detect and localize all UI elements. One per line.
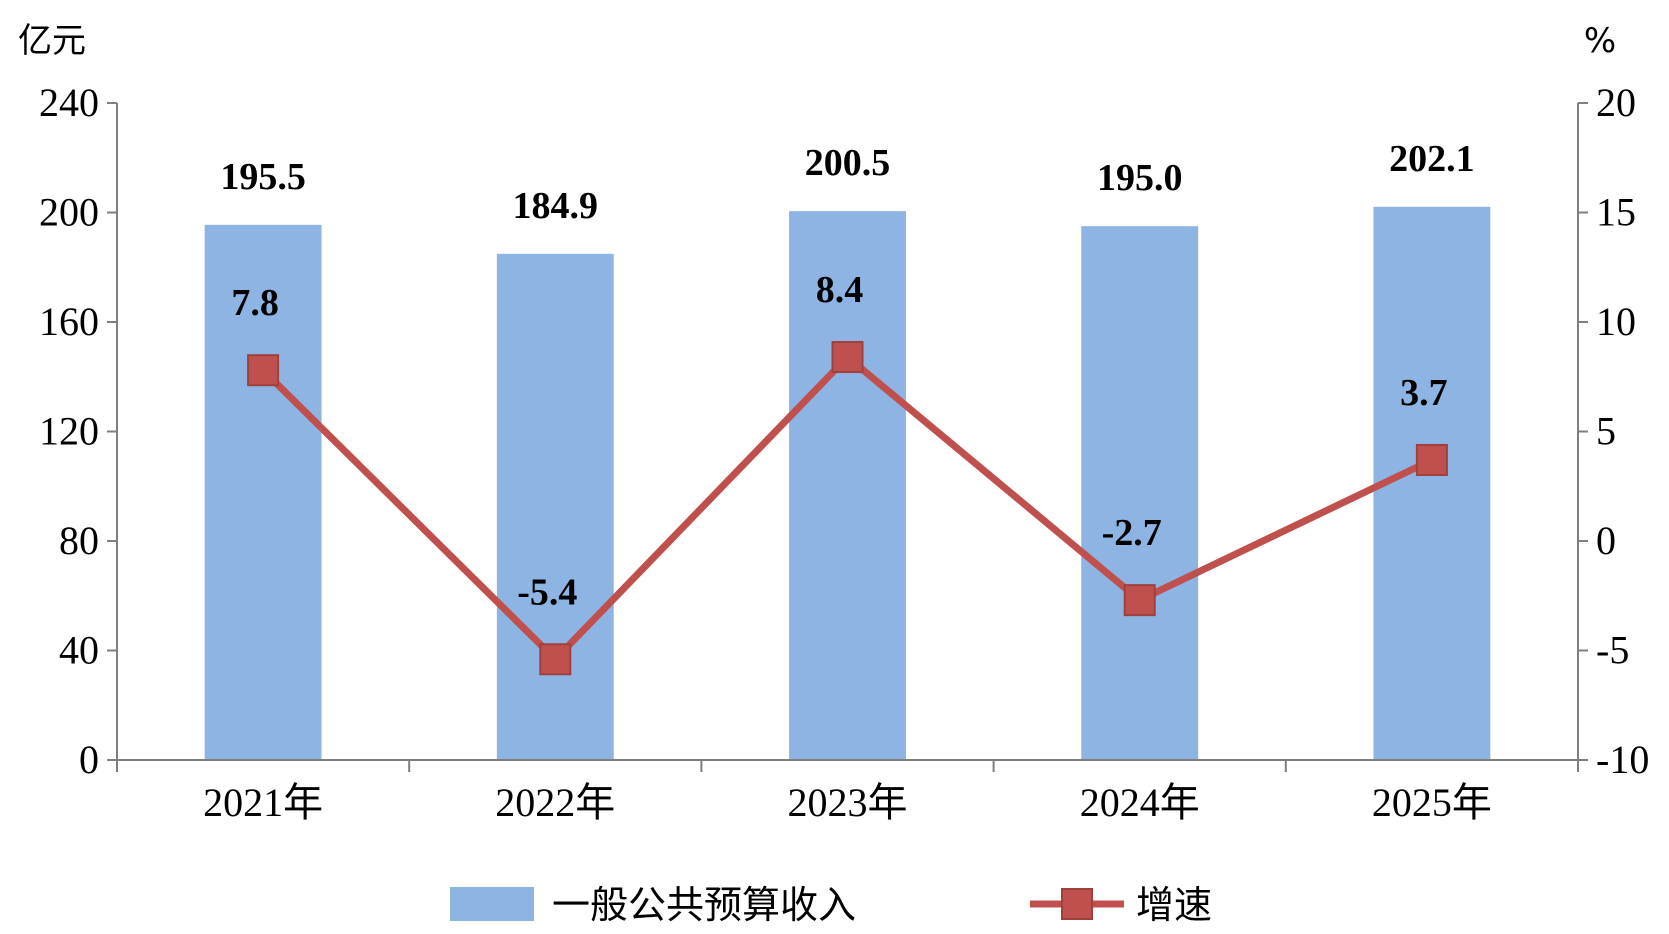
bar-value-label: 200.5: [805, 142, 891, 184]
legend-line-label: 增速: [1136, 883, 1212, 927]
growth-value-label: 3.7: [1400, 372, 1448, 414]
right-tick-label: 20: [1596, 80, 1636, 125]
data-labels: 195.5 184.9 200.5 195.0 202.1 7.8 -5.4 8.4 -2.7 3…: [220, 138, 1474, 614]
left-tick-label: 240: [39, 80, 99, 125]
bar-value-label: 202.1: [1389, 138, 1475, 180]
line-series: [247, 341, 1448, 676]
left-tick-label: 200: [39, 190, 99, 235]
axes: 0 40 80 120 160 200 240 -10 -5 0 5 10 15 20 2021年 2022年…: [39, 80, 1649, 825]
left-tick-label: 40: [59, 628, 99, 673]
bar-value-label: 195.5: [220, 156, 306, 198]
growth-marker: [1123, 584, 1156, 617]
growth-value-label: -5.4: [517, 571, 577, 613]
bar-value-label: 184.9: [513, 185, 599, 227]
right-tick-label: 15: [1596, 190, 1636, 235]
x-tick-label: 2021年: [203, 780, 323, 825]
growth-marker: [1415, 443, 1448, 476]
legend-bar-label: 一般公共预算收入: [552, 883, 856, 927]
left-tick-label: 120: [39, 409, 99, 454]
x-tick-label: 2025年: [1372, 780, 1492, 825]
bar-series: [204, 206, 1491, 761]
right-tick-label: -10: [1596, 737, 1649, 782]
growth-value-label: 7.8: [231, 282, 279, 324]
x-tick-label: 2023年: [788, 780, 908, 825]
right-tick-label: 0: [1596, 518, 1616, 563]
right-axis-unit: %: [1584, 21, 1616, 61]
left-tick-label: 0: [79, 737, 99, 782]
right-tick-label: 5: [1596, 409, 1616, 454]
growth-marker: [539, 643, 572, 676]
left-axis-unit: 亿元: [18, 21, 86, 61]
bar: [496, 253, 614, 760]
bar: [1373, 206, 1491, 761]
bar: [204, 224, 322, 761]
bar: [789, 211, 906, 761]
legend-line-marker: [1061, 888, 1093, 920]
bar: [1081, 226, 1199, 760]
growth-value-label: -2.7: [1102, 512, 1162, 554]
legend: 一般公共预算收入 增速: [450, 883, 1212, 927]
x-tick-label: 2024年: [1080, 780, 1200, 825]
growth-value-label: 8.4: [816, 269, 864, 311]
bar-value-label: 195.0: [1097, 157, 1183, 199]
right-tick-label: 10: [1596, 299, 1636, 344]
legend-bar-swatch: [450, 887, 534, 921]
growth-marker: [831, 341, 864, 374]
right-tick-label: -5: [1596, 628, 1629, 673]
x-tick-label: 2022年: [495, 780, 615, 825]
left-tick-label: 80: [59, 518, 99, 563]
left-tick-label: 160: [39, 299, 99, 344]
growth-marker: [247, 354, 280, 387]
